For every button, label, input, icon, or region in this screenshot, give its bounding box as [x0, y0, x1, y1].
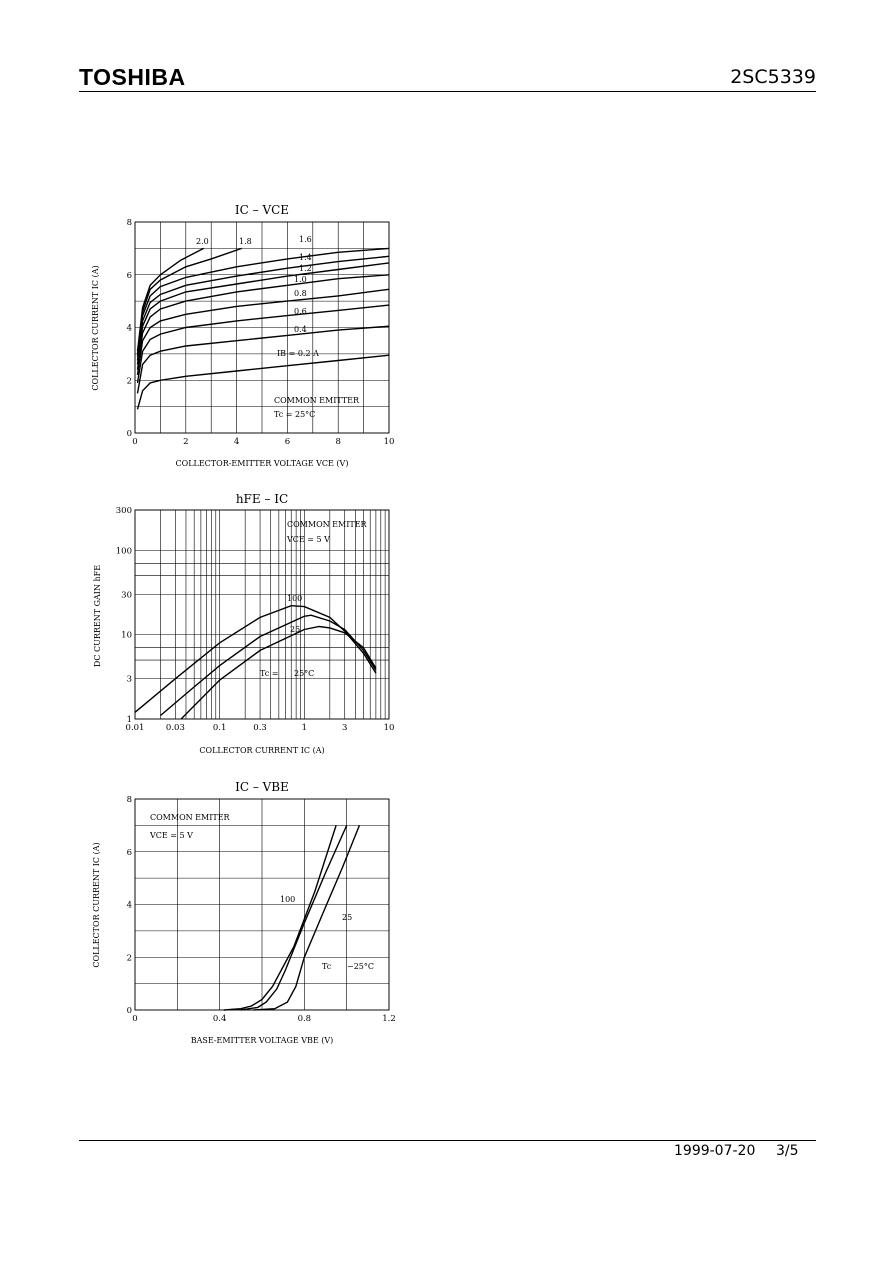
annotation-tc: Tc — [322, 962, 332, 971]
series-label-0-4: 0.4 — [294, 325, 307, 334]
chart-title: IC – VCE — [235, 203, 289, 217]
y-tick-label: 3 — [127, 675, 132, 685]
series-group — [134, 604, 377, 720]
y-tick-label: 1 — [127, 715, 132, 725]
series-line-0-4 — [136, 325, 390, 394]
series-label-1-4: 1.4 — [299, 253, 312, 262]
y-axis-label: COLLECTOR CURRENT IC (A) — [91, 265, 100, 390]
y-tick-label: 10 — [121, 631, 132, 641]
annotation-tc: Tc = — [260, 669, 278, 678]
series-line-25 — [240, 825, 348, 1011]
annotation-tc: Tc = 25°C — [274, 410, 315, 419]
series-line-100 — [223, 825, 337, 1011]
series-line-2-0 — [136, 247, 204, 352]
annotation-common-emitter: COMMON EMITER — [287, 520, 368, 529]
y-tick-label: 30 — [121, 590, 132, 600]
x-axis-label: BASE-EMITTER VOLTAGE VBE (V) — [191, 1036, 334, 1045]
y-tick-label: 8 — [127, 218, 132, 228]
x-tick-label: 1.2 — [382, 1014, 396, 1024]
tick-labels: 0 2 4 6 8 10 0 2 4 6 8 IB = 0.2 A 0.4 0.6 0.8 1.0 1.2 1.4… — [127, 218, 395, 447]
series-line-25 — [180, 625, 377, 720]
series-line-ib-0-2-a — [136, 354, 390, 410]
series-line-0-6 — [136, 304, 390, 384]
y-axis-label: DC CURRENT GAIN hFE — [93, 565, 102, 667]
series-line-25 — [253, 825, 361, 1011]
y-tick-label: 4 — [127, 324, 132, 334]
chart-title: hFE – IC — [236, 492, 288, 506]
series-label-1-8: 1.8 — [239, 237, 252, 246]
header-rule — [79, 91, 816, 92]
x-tick-label: 4 — [234, 437, 239, 447]
series-label-ib-0-2-a: IB = 0.2 A — [277, 349, 319, 358]
footer-page-number: 3/5 — [776, 1143, 799, 1159]
series-line-100 — [134, 604, 377, 713]
annotation-tc-value: 25°C — [294, 669, 314, 678]
x-tick-label: 0 — [132, 437, 137, 447]
annotation-tc-value: −25°C — [347, 962, 374, 971]
x-tick-label: 0.01 — [126, 723, 145, 733]
series-line-1-2 — [136, 262, 390, 365]
x-tick-label: 0.1 — [213, 723, 227, 733]
y-tick-label: 0 — [127, 429, 132, 439]
annotation-vce: VCE = 5 V — [286, 535, 330, 544]
tick-labels: 0 0.4 0.8 1.2 0 2 4 6 8 100 25 — [127, 795, 396, 1024]
y-tick-label: 4 — [127, 901, 132, 911]
series-label-100: 100 — [280, 895, 295, 904]
plot-frame — [134, 221, 390, 434]
x-tick-label: 1 — [302, 723, 307, 733]
x-tick-label: 0.8 — [298, 1014, 312, 1024]
series-label-25: 25 — [290, 625, 300, 634]
tick-labels: 0.01 0.03 0.1 0.3 1 3 10 1 3 10 30 100 300 100 25 — [116, 506, 395, 733]
x-tick-label: 0.3 — [253, 723, 267, 733]
series-label-0-8: 0.8 — [294, 289, 307, 298]
series-label-1-6: 1.6 — [299, 235, 312, 244]
x-tick-label: 6 — [285, 437, 290, 447]
x-tick-label: 0 — [132, 1014, 137, 1024]
series-group — [136, 247, 390, 410]
series-label-1-2: 1.2 — [299, 264, 312, 273]
plot-frame — [134, 509, 390, 720]
y-tick-label: 0 — [127, 1006, 132, 1016]
series-label-25: 25 — [342, 913, 352, 922]
footer-date: 1999-07-20 — [674, 1143, 756, 1159]
series-group — [223, 825, 361, 1011]
y-tick-label: 8 — [127, 795, 132, 805]
series-label-1-0: 1.0 — [294, 275, 307, 284]
y-tick-label: 6 — [127, 848, 132, 858]
x-tick-label: 0.03 — [166, 723, 185, 733]
y-tick-label: 2 — [127, 376, 132, 386]
series-label-2-0: 2.0 — [196, 237, 209, 246]
series-line-0-8 — [136, 288, 390, 376]
y-axis-label: COLLECTOR CURRENT IC (A) — [92, 842, 101, 967]
chart-title: IC – VBE — [235, 780, 289, 794]
y-tick-label: 2 — [127, 953, 132, 963]
x-tick-label: 0.4 — [213, 1014, 227, 1024]
series-label-0-6: 0.6 — [294, 307, 307, 316]
series-line-1-4 — [136, 255, 390, 361]
annotation-common-emitter: COMMON EMITTER — [274, 396, 360, 405]
series-line-1-0 — [136, 274, 390, 370]
toshiba-logo: TOSHIBA — [79, 64, 186, 90]
annotation-vce: VCE = 5 V — [149, 831, 193, 840]
y-tick-label: 6 — [127, 271, 132, 281]
x-tick-label: 2 — [183, 437, 188, 447]
x-tick-label: 3 — [342, 723, 347, 733]
series-label-100: 100 — [287, 594, 302, 603]
part-number: 2SC5339 — [730, 66, 816, 88]
x-tick-label: 10 — [384, 723, 395, 733]
y-tick-label: 100 — [116, 546, 132, 556]
x-tick-label: 8 — [335, 437, 340, 447]
series-line-1-6 — [136, 247, 390, 357]
x-tick-label: 10 — [384, 437, 395, 447]
x-axis-label: COLLECTOR CURRENT IC (A) — [199, 746, 324, 755]
y-tick-label: 300 — [116, 506, 132, 516]
footer-rule — [79, 1140, 816, 1141]
x-axis-label: COLLECTOR-EMITTER VOLTAGE VCE (V) — [176, 459, 349, 468]
annotation-common-emitter: COMMON EMITER — [150, 813, 231, 822]
